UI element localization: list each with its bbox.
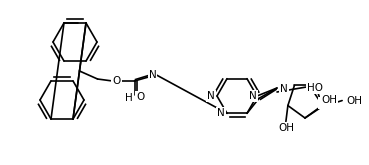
- Text: N: N: [207, 91, 215, 101]
- Text: N: N: [280, 84, 288, 94]
- Text: OH: OH: [321, 95, 337, 105]
- Text: N: N: [149, 70, 156, 80]
- Text: O: O: [319, 98, 327, 108]
- Text: OH: OH: [346, 96, 362, 106]
- Text: H: H: [125, 93, 132, 103]
- Text: O: O: [137, 92, 145, 102]
- Text: N: N: [249, 91, 257, 101]
- Text: OH: OH: [278, 123, 294, 132]
- Text: O: O: [113, 76, 121, 86]
- Text: HO: HO: [307, 83, 323, 93]
- Text: N: N: [217, 108, 225, 118]
